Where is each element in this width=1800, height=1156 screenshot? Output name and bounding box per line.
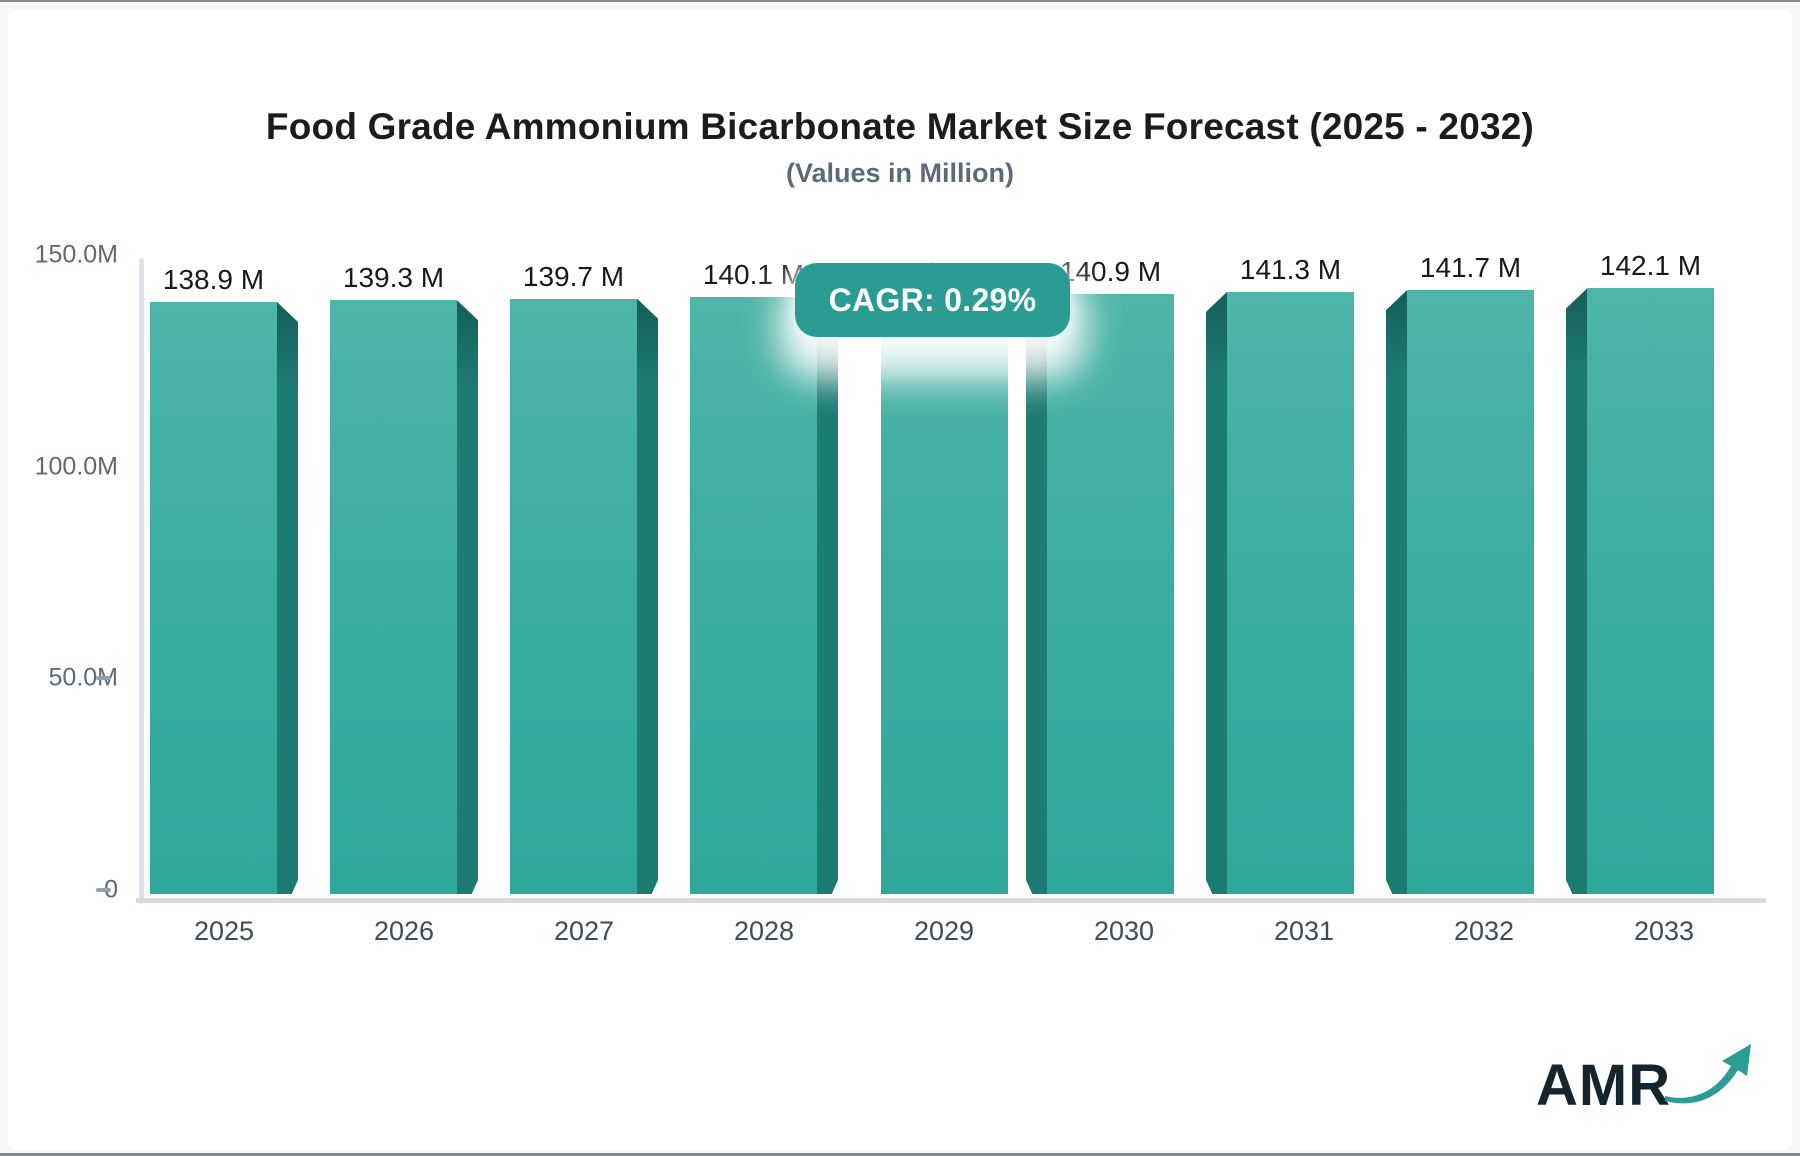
- bar-side-face: [1206, 292, 1227, 894]
- chart-card: Food Grade Ammonium Bicarbonate Market S…: [8, 10, 1792, 1150]
- cagr-badge: CAGR: 0.29%: [795, 263, 1070, 337]
- growth-arrow-icon: [1663, 1040, 1755, 1113]
- bar-2033: [1566, 288, 1714, 894]
- bar-side-face: [277, 302, 298, 894]
- bar-value-label: 141.3 M: [1239, 253, 1342, 285]
- bar-2030: [1026, 293, 1174, 894]
- bar-side-face: [1026, 294, 1047, 894]
- bar-side-face: [457, 300, 478, 894]
- bar-value-label: 140.1 M: [702, 258, 805, 290]
- bar-front-face: [1227, 291, 1354, 894]
- bar-value-label: 141.7 M: [1419, 252, 1522, 284]
- bar-front-face: [1047, 293, 1174, 894]
- bar-value-label: 140.9 M: [1059, 255, 1162, 287]
- x-axis-tick-label: 2032: [1453, 916, 1515, 946]
- amr-logo: AMR: [1536, 1040, 1755, 1115]
- bar-value-label: 139.3 M: [342, 262, 445, 294]
- bar-front-face: [150, 301, 277, 894]
- x-axis-tick-label: 2027: [553, 916, 615, 946]
- y-axis-tick-label: 100.0M: [34, 452, 118, 481]
- bar-side-face: [1386, 290, 1407, 894]
- bar-value-label: 139.7 M: [522, 260, 625, 292]
- bar-front-face: [1407, 290, 1534, 894]
- bar-side-face: [637, 299, 658, 894]
- y-axis-tick-label: 0: [104, 875, 118, 904]
- x-axis-tick-label: 2033: [1633, 916, 1695, 946]
- amr-logo-text: AMR: [1536, 1053, 1672, 1118]
- bar-2032: [1386, 290, 1534, 894]
- bar-2026: [330, 300, 478, 894]
- bar-value-label: 142.1 M: [1599, 250, 1702, 282]
- bar-front-face: [510, 298, 637, 894]
- bar-front-face: [690, 296, 817, 894]
- bar-side-face: [1566, 288, 1587, 894]
- x-axis-tick-label: 2025: [193, 916, 255, 946]
- bar-2031: [1206, 291, 1354, 894]
- bar-front-face: [1587, 288, 1714, 894]
- bar-2025: [150, 301, 298, 894]
- bar-side-face: [817, 297, 838, 894]
- chart-subtitle: (Values in Million): [785, 158, 1015, 188]
- bar-front-face: [881, 295, 1008, 894]
- bar-value-label: 138.9 M: [162, 263, 265, 295]
- x-axis-line: [136, 898, 1766, 903]
- bar-2027: [510, 298, 658, 894]
- screen-bottom-edge: [0, 1153, 1800, 1156]
- y-axis-tick-mark: [96, 888, 111, 892]
- screen-top-edge: [0, 0, 1800, 2]
- x-axis-tick-label: 2026: [373, 916, 435, 946]
- x-axis-tick-label: 2030: [1093, 916, 1155, 946]
- chart-title: Food Grade Ammonium Bicarbonate Market S…: [265, 106, 1535, 147]
- x-axis-tick-label: 2029: [913, 916, 975, 946]
- bar-2028: [690, 296, 838, 894]
- x-axis-tick-label: 2028: [733, 916, 795, 946]
- y-axis-tick-mark: [96, 676, 111, 681]
- x-axis-tick-label: 2031: [1273, 916, 1335, 946]
- y-axis-line: [139, 258, 144, 904]
- bar-front-face: [330, 300, 457, 894]
- bar-2029: [870, 295, 1018, 894]
- y-axis-tick-label: 150.0M: [34, 240, 118, 269]
